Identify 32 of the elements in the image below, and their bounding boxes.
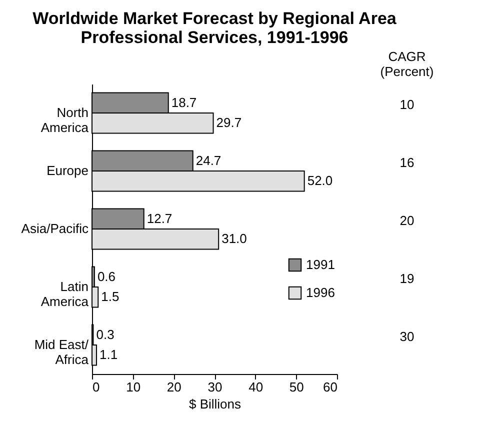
x-axis-title: $ Billions	[188, 396, 242, 412]
data-label: 0.3	[96, 326, 114, 342]
y-tick-label: Mid East/ Africa	[34, 337, 90, 367]
data-label: 29.7	[216, 115, 242, 130]
x-tick-label: 20	[166, 380, 182, 394]
x-tick-label: 60	[323, 380, 338, 394]
data-label: 12.7	[146, 210, 172, 226]
text: 19	[400, 271, 414, 286]
data-label: 52.0	[307, 173, 333, 188]
chart-title: Worldwide Market Forecast by Regional Area Professional Services, 1991-1996	[32, 9, 397, 47]
x-tick-label: 30	[208, 380, 222, 394]
data-label: 31.0	[222, 231, 247, 246]
data-label: 24.7	[196, 152, 222, 168]
x-tick-label: 50	[289, 380, 304, 394]
x-tick-label: 10	[126, 380, 141, 394]
text: 20	[400, 213, 414, 228]
data-label: 1.1	[99, 347, 118, 362]
legend-label: 1996	[306, 285, 335, 300]
text: 30	[400, 329, 414, 344]
text: CAGR (Percent)	[380, 49, 434, 79]
y-tick-label: North America	[40, 105, 90, 135]
data-label: 1.5	[101, 289, 120, 304]
y-tick-label: Latin America	[40, 279, 90, 309]
data-label: 18.7	[171, 94, 197, 110]
x-tick-label: 40	[248, 380, 264, 394]
text: 10	[400, 97, 414, 112]
y-tick-label: Europe	[46, 163, 88, 178]
data-label: 0.6	[97, 268, 116, 284]
y-tick-label: Asia/Pacific	[21, 221, 89, 236]
legend-label: 1991	[306, 257, 335, 272]
x-tick-label: 0	[92, 380, 100, 394]
text: 16	[400, 155, 414, 170]
